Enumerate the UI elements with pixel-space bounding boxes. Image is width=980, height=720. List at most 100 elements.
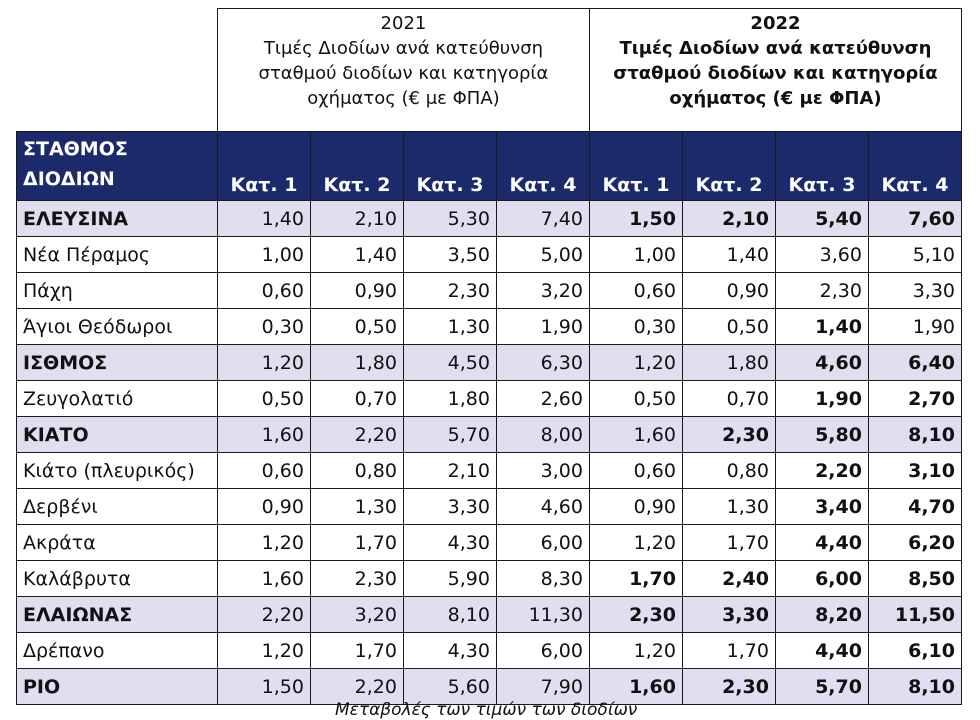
price-cell: 0,50: [309, 308, 404, 345]
price-cell: 1,20: [588, 632, 683, 669]
station-name-cell: Δερβένι: [16, 488, 218, 525]
price-cell: 1,60: [216, 416, 311, 453]
price-cell: 6,20: [867, 524, 963, 561]
price-cell: 11,50: [867, 596, 963, 633]
price-cell: 1,60: [588, 416, 683, 453]
price-cell: 2,60: [495, 380, 590, 417]
station-name-cell: ΡΙΟ: [16, 668, 218, 705]
price-cell: 8,00: [495, 416, 590, 453]
price-cell: 7,60: [867, 200, 963, 237]
year-2021-description: Τιμές Διοδίων ανά κατεύθυνση σταθμού διο…: [258, 38, 549, 109]
price-cell: 1,30: [309, 488, 404, 525]
year-2022-header: 2022 Τιμές Διοδίων ανά κατεύθυνση σταθμο…: [588, 8, 963, 132]
station-name-cell: Άγιοι Θεόδωροι: [16, 308, 218, 345]
price-cell: 1,20: [216, 524, 311, 561]
table-row: Ζευγολατιό 0,50 0,70 1,80 2,60 0,50 0,70 1,90 2,…: [16, 380, 963, 417]
price-cell: 7,90: [495, 668, 590, 705]
price-cell: 1,40: [774, 308, 869, 345]
price-cell: 0,80: [309, 452, 404, 489]
price-cell: 1,30: [681, 488, 776, 525]
price-cell: 3,00: [495, 452, 590, 489]
price-cell: 1,80: [309, 344, 404, 381]
price-cell: 5,30: [402, 200, 497, 237]
price-cell: 4,60: [495, 488, 590, 525]
price-cell: 0,80: [681, 452, 776, 489]
price-cell: 6,00: [774, 560, 869, 597]
table-row: Δρέπανο 1,20 1,70 4,30 6,00 1,20 1,70 4,40 6,10: [16, 632, 963, 669]
year-2022-description: Τιμές Διοδίων ανά κατεύθυνση σταθμού διο…: [613, 38, 938, 109]
table-row: ΕΛΕΥΣΙΝΑ 1,40 2,10 5,30 7,40 1,50 2,10 5,40 7,60: [16, 200, 963, 237]
price-cell: 2,10: [309, 200, 404, 237]
table-row: Δερβένι 0,90 1,30 3,30 4,60 0,90 1,30 3,40 4,70: [16, 488, 963, 525]
price-cell: 6,30: [495, 344, 590, 381]
price-cell: 6,00: [495, 632, 590, 669]
category-header: Κατ. 1: [216, 131, 311, 201]
price-cell: 2,30: [309, 560, 404, 597]
table-row: Κιάτο (πλευρικός) 0,60 0,80 2,10 3,00 0,60 0,8…: [16, 452, 963, 489]
price-cell: 1,00: [588, 236, 683, 273]
price-cell: 0,50: [588, 380, 683, 417]
price-cell: 1,20: [588, 524, 683, 561]
price-cell: 4,70: [867, 488, 963, 525]
price-cell: 1,60: [588, 668, 683, 705]
table-row: Άγιοι Θεόδωροι 0,30 0,50 1,30 1,90 0,30 0,50 1,…: [16, 308, 963, 345]
price-cell: 1,80: [402, 380, 497, 417]
price-cell: 3,30: [402, 488, 497, 525]
station-header-line1: ΣΤΑΘΜΟΣ: [23, 138, 128, 160]
price-cell: 1,40: [681, 236, 776, 273]
price-cell: 5,70: [402, 416, 497, 453]
price-cell: 5,00: [495, 236, 590, 273]
price-cell: 0,90: [681, 272, 776, 309]
year-2022-label: 2022: [750, 13, 801, 34]
price-cell: 0,70: [309, 380, 404, 417]
price-cell: 1,20: [216, 632, 311, 669]
station-header-line2: ΔΙΟΔΙΩΝ: [23, 168, 115, 190]
price-cell: 2,30: [681, 416, 776, 453]
price-cell: 2,70: [867, 380, 963, 417]
price-cell: 8,50: [867, 560, 963, 597]
price-cell: 3,60: [774, 236, 869, 273]
price-cell: 8,10: [402, 596, 497, 633]
price-cell: 1,50: [588, 200, 683, 237]
price-cell: 0,60: [216, 272, 311, 309]
price-cell: 0,60: [216, 452, 311, 489]
price-cell: 1,40: [309, 236, 404, 273]
table-row: ΡΙΟ 1,50 2,20 5,60 7,90 1,60 2,30 5,70 8,10: [16, 668, 963, 705]
price-cell: 2,30: [588, 596, 683, 633]
price-cell: 8,10: [867, 416, 963, 453]
station-name-cell: Ακράτα: [16, 524, 218, 561]
price-cell: 2,30: [681, 668, 776, 705]
station-name-cell: Κιάτο (πλευρικός): [16, 452, 218, 489]
price-cell: 3,20: [495, 272, 590, 309]
price-cell: 1,40: [216, 200, 311, 237]
price-cell: 2,40: [681, 560, 776, 597]
table-body: ΕΛΕΥΣΙΝΑ 1,40 2,10 5,30 7,40 1,50 2,10 5,40 7,60…: [16, 200, 963, 705]
table-row: Ακράτα 1,20 1,70 4,30 6,00 1,20 1,70 4,40 6,20: [16, 524, 963, 561]
price-cell: 4,30: [402, 524, 497, 561]
blank-corner-cell: [16, 8, 218, 132]
price-cell: 3,50: [402, 236, 497, 273]
price-cell: 1,70: [681, 632, 776, 669]
price-cell: 5,80: [774, 416, 869, 453]
price-cell: 1,70: [681, 524, 776, 561]
price-cell: 1,80: [681, 344, 776, 381]
station-name-cell: Νέα Πέραμος: [16, 236, 218, 273]
price-cell: 5,10: [867, 236, 963, 273]
year-header-row: 2021 Τιμές Διοδίων ανά κατεύθυνση σταθμο…: [16, 8, 963, 132]
station-name-cell: ΕΛΑΙΩΝΑΣ: [16, 596, 218, 633]
price-cell: 0,60: [588, 452, 683, 489]
station-name-cell: Ζευγολατιό: [16, 380, 218, 417]
table-row: Πάχη 0,60 0,90 2,30 3,20 0,60 0,90 2,30 3,30: [16, 272, 963, 309]
price-cell: 4,60: [774, 344, 869, 381]
price-cell: 2,20: [216, 596, 311, 633]
price-cell: 6,10: [867, 632, 963, 669]
price-cell: 0,30: [216, 308, 311, 345]
price-cell: 0,60: [588, 272, 683, 309]
price-cell: 5,60: [402, 668, 497, 705]
table-row: Καλάβρυτα 1,60 2,30 5,90 8,30 1,70 2,40 6,00 8,5…: [16, 560, 963, 597]
price-cell: 2,30: [402, 272, 497, 309]
price-cell: 11,30: [495, 596, 590, 633]
price-cell: 0,50: [216, 380, 311, 417]
category-header: Κατ. 2: [309, 131, 404, 201]
price-cell: 8,30: [495, 560, 590, 597]
